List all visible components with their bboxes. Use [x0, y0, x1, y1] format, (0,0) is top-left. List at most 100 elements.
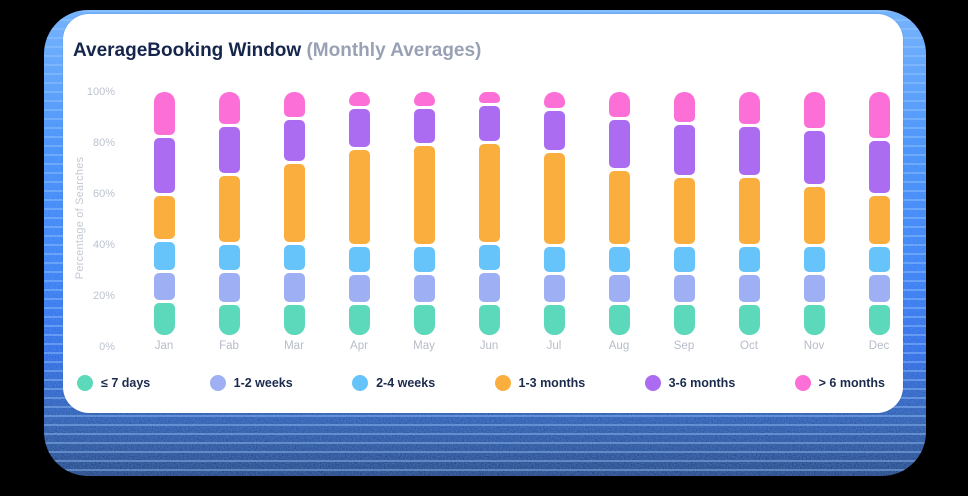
bar-segment [868, 92, 890, 138]
legend-label: 1-2 weeks [233, 376, 293, 390]
legend-label: > 6 months [818, 376, 885, 390]
legend-label: 2-4 weeks [376, 376, 436, 390]
chart-card: AverageBooking Window (Monthly Averages)… [63, 14, 903, 413]
bar-segment [413, 305, 435, 335]
bar-segment [153, 242, 175, 270]
bar-segment [673, 305, 695, 335]
bar-segment [283, 164, 305, 242]
bar-segment [608, 246, 630, 272]
bar-segment [218, 305, 240, 335]
y-tick-label: 20% [92, 290, 115, 302]
bar-segment [478, 106, 500, 141]
bar-segment [738, 246, 760, 272]
bar-segment [738, 274, 760, 303]
bar-segment [413, 274, 435, 303]
bar-segment [348, 108, 370, 148]
bar-segment [673, 246, 695, 272]
x-tick-label: Jan [154, 340, 174, 352]
legend-label: 1-3 months [518, 376, 586, 390]
y-axis-title: Percentage of Searches [74, 156, 86, 280]
bar-segment [868, 246, 890, 272]
bar-segment [608, 170, 630, 244]
bar-segment [738, 126, 760, 175]
bar-segment [348, 274, 370, 303]
bar-segment [218, 244, 240, 270]
bar-segment [413, 246, 435, 272]
bar-segment [868, 196, 890, 244]
bar-segment [218, 126, 240, 173]
bar-segment [608, 305, 630, 335]
x-tick-label: May [413, 340, 435, 352]
legend-item-3-6-months[interactable]: 3-6 months [644, 375, 735, 391]
x-tick-label: Apr [350, 340, 368, 352]
bar-column-jul [543, 92, 565, 335]
y-tick-label: 40% [92, 239, 115, 251]
bar-column-oct [738, 92, 760, 335]
x-tick-label: Fab [219, 340, 239, 352]
bar-segment [543, 305, 565, 335]
bar-segment [803, 186, 825, 244]
bar-segment [608, 92, 630, 118]
bar-segment [478, 92, 500, 104]
bar-segment [478, 244, 500, 270]
bar-segment [478, 305, 500, 335]
bar-segment [608, 274, 630, 303]
legend-item-6-months[interactable]: > 6 months [794, 375, 885, 391]
bar-segment [868, 140, 890, 194]
bar-segment [738, 177, 760, 244]
chart-title-row: AverageBooking Window (Monthly Averages) [73, 40, 481, 62]
bar-segment [803, 246, 825, 272]
bar-segment [478, 272, 500, 303]
bar-segment [283, 272, 305, 303]
bar-segment [153, 272, 175, 301]
x-tick-label: Dec [868, 340, 890, 352]
bar-segment [868, 305, 890, 335]
bar-column-aug [608, 92, 630, 335]
bar-segment [543, 246, 565, 272]
bar-segment [803, 274, 825, 303]
legend-swatch-icon [77, 375, 93, 391]
y-tick-label: 0% [99, 341, 115, 353]
bar-segment [348, 150, 370, 244]
legend-item-1-2-weeks[interactable]: 1-2 weeks [209, 375, 293, 391]
y-tick-label: 60% [92, 188, 115, 200]
bar-segment [218, 272, 240, 303]
bar-segment [218, 92, 240, 124]
bar-column-fab [218, 92, 240, 335]
bar-segment [153, 138, 175, 194]
legend-item-2-4-weeks[interactable]: 2-4 weeks [352, 375, 435, 391]
bar-segment [738, 305, 760, 335]
bar-segment [673, 92, 695, 122]
bar-segment [348, 305, 370, 335]
legend-label: ≤ 7 days [101, 376, 151, 390]
bar-segment [153, 303, 175, 335]
legend-item-7-days[interactable]: ≤ 7 days [77, 375, 150, 391]
legend-item-1-3-months[interactable]: 1-3 months [494, 375, 586, 391]
bar-segment [673, 124, 695, 175]
bar-segment [738, 92, 760, 124]
bar-column-nov [803, 92, 825, 335]
y-tick-label: 80% [92, 137, 115, 149]
bar-segment [348, 246, 370, 272]
bar-segment [283, 244, 305, 270]
bar-segment [803, 92, 825, 129]
x-tick-label: Sep [673, 340, 695, 352]
bar-segment [543, 110, 565, 150]
bar-column-sep [673, 92, 695, 335]
chart-title: AverageBooking Window [73, 40, 302, 61]
bar-segment [413, 145, 435, 244]
bar-segment [348, 92, 370, 106]
bar-segment [413, 92, 435, 106]
bar-segment [673, 177, 695, 244]
bar-segment [218, 175, 240, 242]
bar-column-mar [283, 92, 305, 335]
bar-segment [283, 92, 305, 118]
legend-swatch-icon [352, 375, 369, 391]
y-tick-label: 100% [86, 86, 115, 98]
bar-segment [543, 152, 565, 244]
bar-segment [803, 305, 825, 335]
x-tick-label: Oct [740, 340, 758, 352]
bar-column-may [413, 92, 435, 335]
legend-swatch-icon [794, 375, 811, 391]
